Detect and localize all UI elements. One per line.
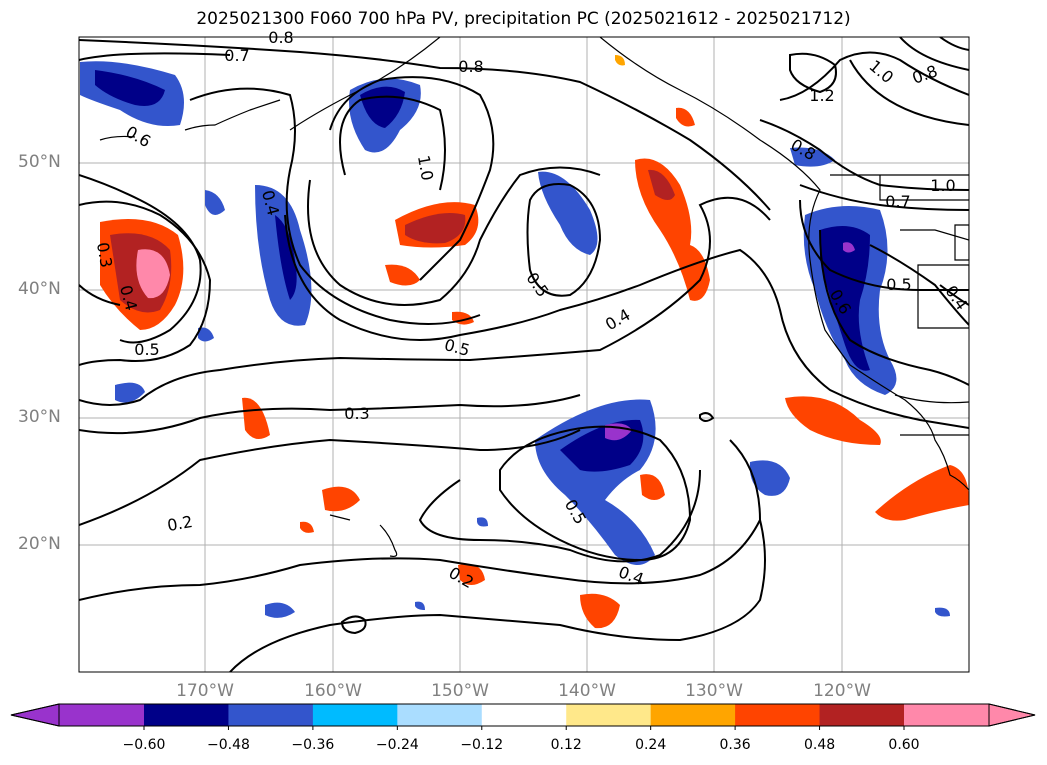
- colorbar-tick-label: −0.12: [460, 737, 504, 753]
- precip-blob: [477, 517, 488, 527]
- colorbar-segment: [481, 704, 567, 726]
- colorbar-segment: [904, 704, 989, 726]
- precip-blob: [785, 396, 881, 445]
- lat-label-40n: 40°N: [18, 279, 61, 299]
- colorbar-tick-label: −0.24: [375, 737, 419, 753]
- precip-blob: [843, 242, 855, 253]
- precip-blob: [648, 169, 675, 200]
- colorbar-segment: [819, 704, 905, 726]
- precip-blob: [580, 593, 620, 629]
- contour-label: 1.0: [413, 153, 438, 183]
- precip-blob: [242, 397, 270, 439]
- contour-label: 0.7: [224, 46, 250, 65]
- contour-label: 0.5: [886, 275, 912, 294]
- contour-label: 0.3: [92, 240, 117, 270]
- precip-blob: [640, 474, 665, 500]
- colorbar-segment: [650, 704, 736, 726]
- precip-blob: [385, 264, 420, 286]
- contour-label: 0.8: [458, 57, 484, 76]
- lon-label-170w: 170°W: [176, 681, 234, 701]
- contour-label: 0.3: [344, 404, 370, 423]
- precip-blob: [749, 460, 790, 496]
- colorbar-tick-label: 0.48: [803, 737, 836, 753]
- contour-label: 0.5: [134, 340, 160, 359]
- precip-blob: [322, 486, 360, 512]
- precip-negative-areas: [80, 61, 950, 618]
- precip-blob: [415, 601, 425, 610]
- lon-label-120w: 120°W: [813, 681, 871, 701]
- precip-blob: [95, 70, 165, 106]
- colorbar-segment: [397, 704, 483, 726]
- colorbar: [10, 703, 1036, 730]
- map-frame: [78, 36, 970, 673]
- colorbar-segment: [566, 704, 652, 726]
- precip-blob: [820, 226, 870, 371]
- colorbar-tick-label: −0.36: [291, 737, 335, 753]
- contour-label: 0.7: [885, 192, 911, 211]
- contour-label: 0.8: [268, 28, 294, 47]
- precip-blob: [198, 327, 214, 342]
- colorbar-tick-label: 0.36: [719, 737, 751, 753]
- colorbar-segment: [735, 704, 821, 726]
- precip-blob: [615, 55, 625, 66]
- precip-blob: [275, 215, 297, 300]
- contour-label: 1.2: [809, 86, 835, 105]
- pv-contours: [79, 37, 969, 672]
- colorbar-segment: [59, 704, 144, 726]
- chart-title: 2025021300 F060 700 hPa PV, precipitatio…: [196, 9, 851, 29]
- colorbar-outline: [10, 703, 1036, 727]
- precip-blob: [136, 249, 170, 299]
- precip-blob: [935, 607, 950, 617]
- colorbar-segment: [144, 704, 229, 726]
- lat-label-30n: 30°N: [18, 407, 61, 427]
- colorbar-extend-high: [988, 703, 1036, 727]
- contour-label: 0.2: [165, 511, 195, 536]
- colorbar-segment: [312, 704, 398, 726]
- precip-blob: [115, 382, 145, 403]
- precip-blob: [300, 521, 314, 533]
- lon-label-160w: 160°W: [304, 681, 362, 701]
- colorbar-tick-label: −0.48: [206, 737, 250, 753]
- colorbar-segment: [228, 704, 314, 726]
- lat-label-20n: 20°N: [18, 534, 61, 554]
- lat-label-50n: 50°N: [18, 152, 61, 172]
- colorbar-tick-label: −0.60: [122, 737, 166, 753]
- precip-blob: [205, 190, 225, 215]
- lon-label-140w: 140°W: [558, 681, 616, 701]
- precip-blob: [676, 107, 695, 127]
- gridlines: [79, 37, 969, 672]
- precip-blob: [538, 171, 598, 255]
- colorbar-extend-low: [10, 703, 60, 727]
- precip-positive-areas: [100, 55, 969, 629]
- lon-label-150w: 150°W: [431, 681, 489, 701]
- colorbar-tick-label: 0.12: [550, 737, 582, 753]
- contour-label: 1.0: [930, 176, 956, 195]
- colorbar-tick-label: 0.24: [635, 737, 667, 753]
- lon-label-130w: 130°W: [685, 681, 743, 701]
- precip-blob: [458, 564, 485, 585]
- colorbar-tick-label: 0.60: [888, 737, 920, 753]
- precip-blob: [265, 602, 295, 618]
- precip-blob: [875, 465, 969, 521]
- precip-blob: [405, 212, 466, 244]
